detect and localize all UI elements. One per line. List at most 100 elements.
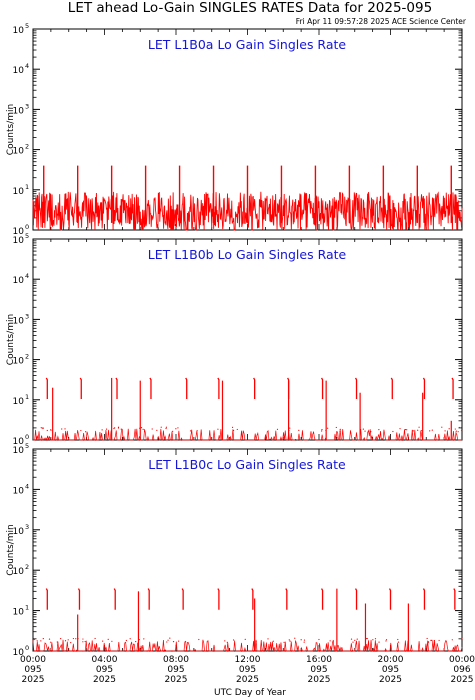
rate-burst (45, 377, 48, 399)
rate-point (427, 641, 429, 643)
rate-point (217, 428, 219, 430)
rate-burst (451, 377, 454, 399)
y-tick-label: 10 (13, 187, 25, 197)
rate-burst (253, 377, 256, 399)
rate-point (431, 429, 433, 431)
x-tick-year: 2025 (93, 675, 116, 685)
rate-point (107, 638, 109, 640)
rate-burst (113, 588, 116, 610)
y-tick-label: 10 (13, 106, 25, 116)
rate-point (417, 429, 419, 431)
rate-point (399, 428, 401, 430)
rate-point (318, 638, 320, 641)
rate-burst (388, 588, 392, 610)
rate-point (36, 640, 38, 642)
rate-point (67, 639, 69, 641)
rate-point (427, 642, 429, 644)
series-group (33, 377, 463, 442)
rate-point (385, 639, 388, 641)
rate-point (64, 428, 66, 430)
rate-burst (115, 377, 118, 399)
rate-point (48, 638, 51, 640)
rate-point (114, 427, 116, 429)
rate-point (172, 641, 175, 643)
rate-point (226, 641, 228, 643)
x-tick-labels: 00:00095202504:00095202508:00095202512:0… (20, 655, 475, 685)
rate-point (255, 640, 257, 642)
rate-point (151, 428, 153, 430)
rate-point (339, 430, 341, 433)
panel-1: LET L1B0a Lo Gain Singles Rate Counts/min… (6, 22, 463, 237)
y-tick-exponent: 1 (25, 604, 29, 612)
rate-point (321, 430, 323, 432)
rate-point (111, 640, 113, 642)
rate-point (455, 430, 457, 432)
rate-burst (181, 588, 184, 610)
rate-point (42, 427, 44, 429)
rate-point (101, 429, 103, 431)
rate-point (156, 429, 158, 432)
y-tick-label: 10 (13, 648, 25, 658)
x-tick-doy: 095 (167, 665, 184, 675)
rate-point (352, 641, 354, 643)
y-tick-exponent: 1 (25, 183, 29, 191)
x-tick-doy: 095 (239, 665, 256, 675)
rate-point (102, 640, 104, 642)
x-tick-time: 00:00 (449, 655, 475, 665)
rate-point (224, 640, 226, 642)
x-tick-year: 2025 (165, 675, 188, 685)
rate-burst (79, 377, 82, 399)
y-tick-exponent: 5 (25, 22, 29, 30)
x-tick-time: 00:00 (20, 655, 46, 665)
y-tick-exponent: 2 (25, 563, 29, 571)
rate-point (267, 638, 269, 640)
rate-point (70, 642, 72, 644)
rate-point (178, 640, 180, 642)
rate-point (105, 428, 108, 430)
rate-burst (422, 588, 426, 610)
rate-point (370, 431, 372, 433)
rate-point (60, 638, 62, 640)
rate-point (392, 430, 394, 433)
rate-point (421, 429, 423, 432)
rate-point (289, 427, 291, 429)
x-tick-doy: 095 (24, 665, 41, 675)
y-tick-exponent: 3 (25, 102, 29, 110)
rate-point (374, 638, 377, 640)
y-axis-title: Counts/min (6, 314, 16, 365)
rate-point (61, 428, 63, 430)
y-tick-exponent: 3 (25, 312, 29, 320)
rate-burst (77, 588, 81, 610)
rate-point (94, 637, 96, 640)
rate-point (117, 427, 120, 429)
series-group (32, 588, 463, 652)
y-tick-label: 10 (13, 357, 25, 367)
rate-burst (320, 588, 324, 610)
rate-burst (320, 377, 324, 399)
rate-point (372, 639, 374, 641)
rate-point (300, 639, 302, 641)
x-tick-time: 16:00 (306, 655, 332, 665)
panel-3: LET L1B0c Lo Gain Singles Rate Counts/min… (6, 442, 463, 658)
plot-frame (32, 238, 463, 441)
rate-point (175, 428, 177, 430)
rate-point (190, 430, 192, 432)
x-tick-time: 04:00 (92, 655, 118, 665)
rate-burst (217, 588, 220, 610)
rate-point (33, 638, 35, 641)
y-tick-exponent: 5 (25, 232, 29, 240)
rate-point (303, 641, 305, 643)
chart-main-title: LET ahead Lo-Gain SINGLES RATES Data for… (68, 0, 432, 16)
rate-point (329, 640, 331, 642)
y-tick-exponent: 2 (25, 353, 29, 361)
x-tick-year: 2025 (22, 675, 45, 685)
rate-point (283, 641, 285, 643)
panel-title: LET L1B0a Lo Gain Singles Rate (148, 37, 347, 52)
y-tick-exponent: 5 (25, 442, 29, 450)
rate-point (40, 427, 42, 429)
y-tick-exponent: 4 (25, 62, 29, 70)
rate-point (169, 637, 171, 639)
rate-point (288, 639, 290, 641)
y-tick-exponent: 1 (25, 393, 29, 401)
